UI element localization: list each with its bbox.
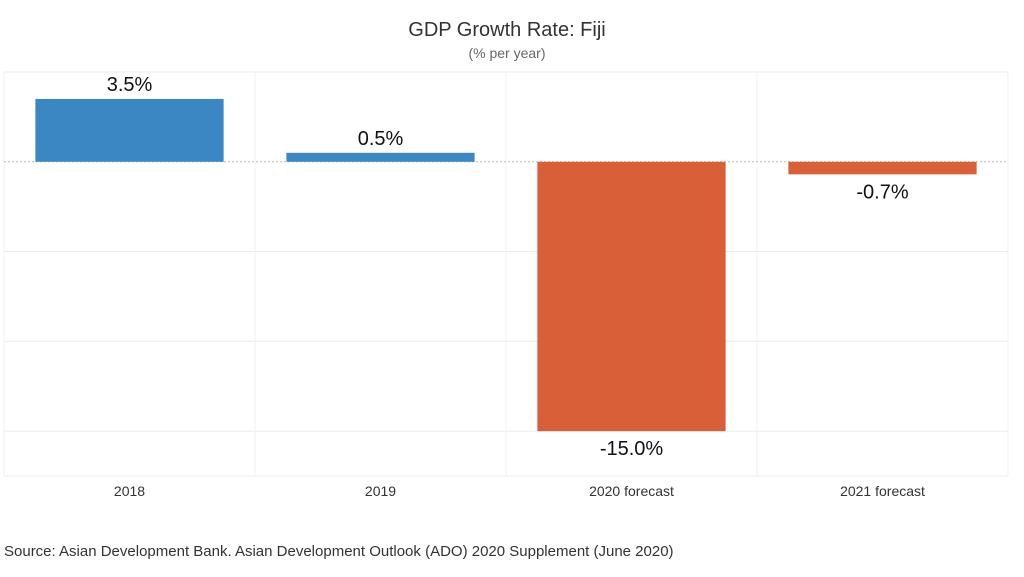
chart-subtitle: (% per year) [468,45,545,61]
chart-title: GDP Growth Rate: Fiji [408,19,605,41]
x-tick-label: 2019 [365,483,396,499]
data-label: -0.7% [856,181,908,203]
bar-2018 [35,98,224,162]
bar-2019 [286,152,475,162]
data-label: 3.5% [107,74,153,96]
x-tick-label: 2020 forecast [589,483,674,499]
data-labels: 3.5% 0.5% -15.0% -0.7% [107,74,909,460]
data-label: -15.0% [600,438,664,460]
x-tick-label: 2021 forecast [840,483,925,499]
x-tick-label: 2018 [114,483,145,499]
data-label: 0.5% [358,128,404,150]
x-axis-ticks: 2018 2019 2020 forecast 2021 forecast [114,483,925,499]
bars [35,98,977,432]
source-note: Source: Asian Development Bank. Asian De… [4,543,674,560]
bar-2020-forecast [537,161,726,432]
bar-2021-forecast [788,161,977,175]
gridlines [3,71,1009,477]
